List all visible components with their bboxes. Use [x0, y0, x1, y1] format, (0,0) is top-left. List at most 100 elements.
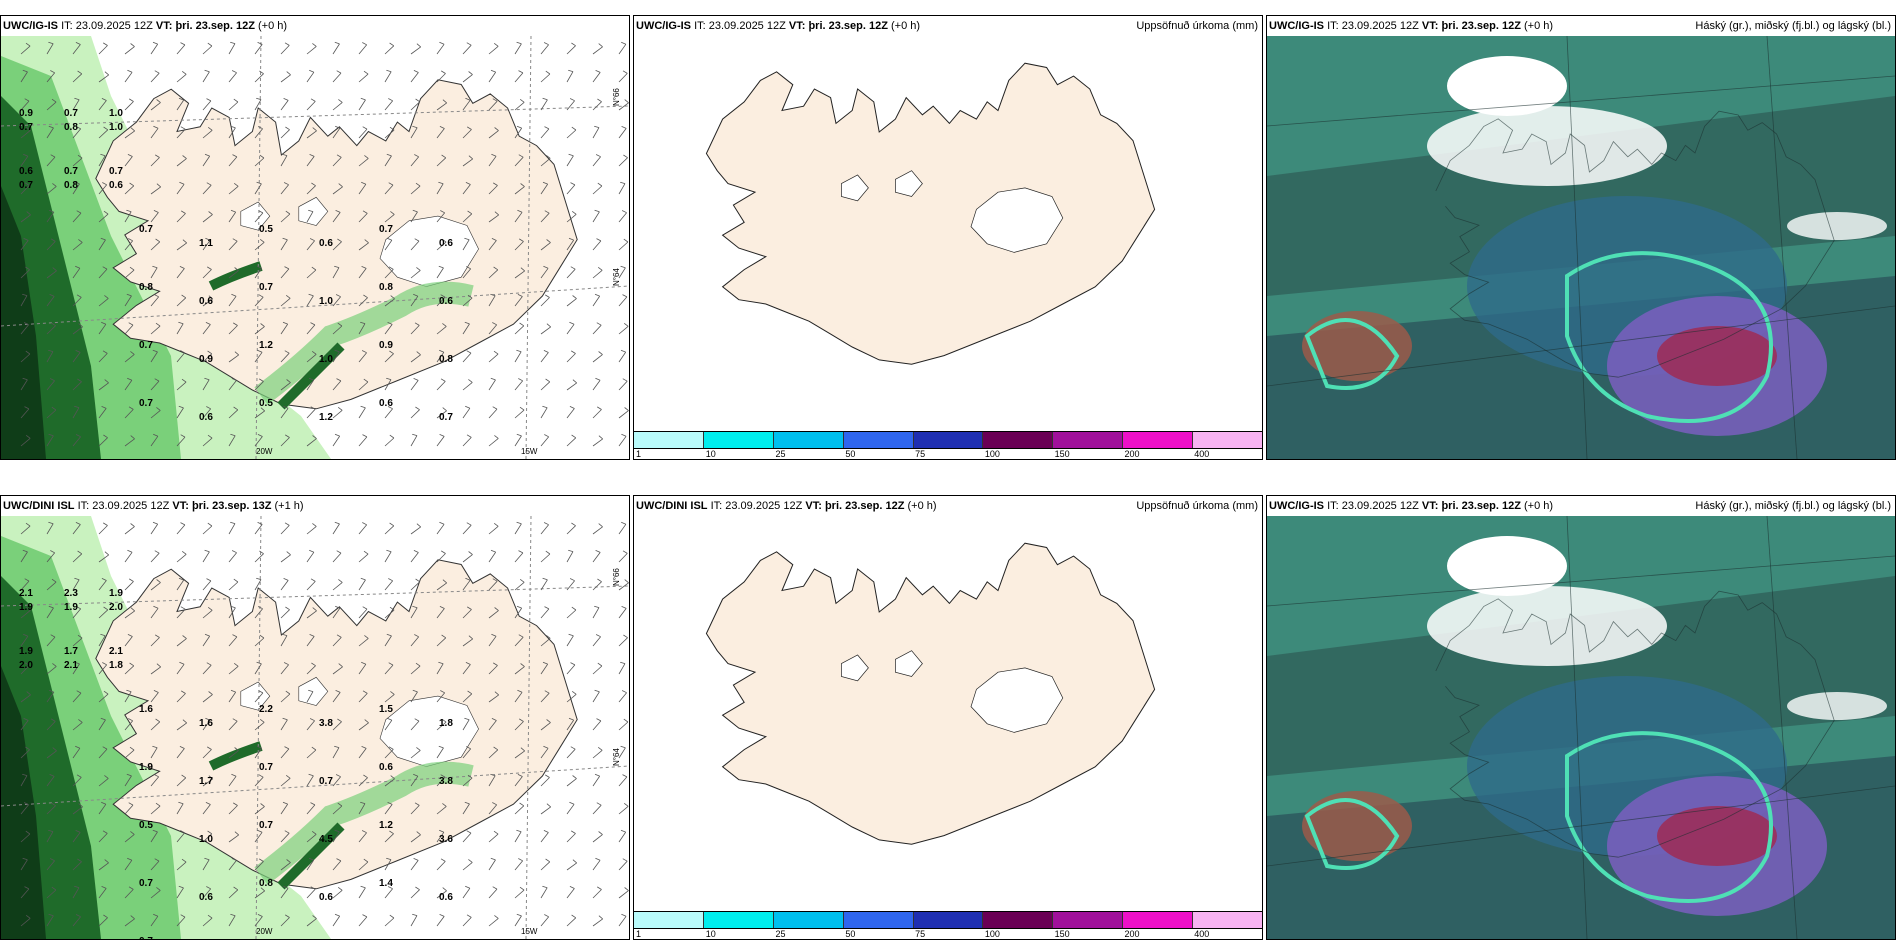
wind-barb [202, 580, 212, 591]
wind-barb-flag [128, 578, 134, 582]
wind-barb-flag [25, 42, 31, 47]
wind-barb-flag [519, 322, 525, 327]
wind-barb-flag [76, 606, 81, 610]
wind-barb-flag [259, 154, 265, 159]
precip-value-label: 1.0 [199, 834, 213, 845]
wind-barb [254, 553, 264, 563]
wind-barb-flag [52, 267, 57, 272]
wind-barb [254, 157, 265, 167]
wind-barb [254, 608, 263, 619]
wind-barb-flag [231, 773, 237, 777]
wind-barb [488, 100, 498, 111]
wind-barb-flag [152, 265, 158, 269]
wind-barb-flag [259, 238, 265, 243]
wind-barb [98, 862, 109, 871]
wind-barb-flag [286, 551, 291, 556]
wind-barb [228, 691, 237, 703]
wind-barb-flag [128, 406, 134, 410]
wind-barb [202, 155, 211, 167]
wind-barb-flag [234, 831, 239, 836]
colorbar-tick-label: 1 [636, 929, 642, 939]
wind-barb-flag [208, 775, 213, 780]
wind-barb [202, 129, 213, 139]
wind-barb-flag [467, 774, 473, 779]
wind-barb-flag [490, 377, 496, 381]
wind-barb [280, 184, 289, 195]
wind-barb [436, 128, 445, 139]
wind-barb-flag [49, 689, 55, 693]
wind-barb [72, 352, 81, 363]
wind-barb [436, 212, 446, 223]
wind-barb-flag [308, 689, 314, 692]
wind-barb [566, 888, 575, 899]
wind-barb [20, 635, 29, 647]
wind-barb [20, 100, 30, 111]
wind-barb [124, 859, 133, 871]
wind-barb [254, 890, 265, 899]
wind-barb-flag [491, 238, 497, 241]
bright-cloud-area [1787, 692, 1887, 720]
wind-barb [384, 917, 395, 927]
wind-barb [462, 580, 471, 591]
wind-barb-flag [442, 803, 447, 807]
colorbar-swatch [843, 432, 914, 448]
precip-value-label: 1.1 [199, 238, 213, 249]
wind-barb-flag [518, 634, 524, 638]
latitude-line [1, 585, 629, 607]
wind-barb-flag [520, 183, 525, 187]
cloud-cell [1302, 791, 1412, 861]
wind-barb-flag [76, 210, 82, 214]
wind-barb [384, 719, 393, 731]
wind-barb [358, 748, 367, 759]
wind-barb-flag [180, 210, 186, 214]
wind-barb [98, 184, 108, 195]
precip-value-label: 2.3 [64, 588, 78, 599]
wind-barb [618, 157, 628, 167]
wind-barb-flag [519, 802, 525, 807]
precip-value-label: 2.2 [259, 704, 273, 715]
precip-value-label: 0.6 [319, 892, 333, 903]
cloud-map [1267, 36, 1895, 459]
wind-barb-flag [520, 747, 525, 752]
wind-barb [306, 269, 317, 279]
wind-barb [46, 380, 55, 391]
wind-barb-flag [596, 802, 602, 806]
wind-barb [384, 298, 395, 307]
wind-barb-flag [597, 662, 603, 667]
wind-barb-flag [518, 154, 524, 158]
wind-barb [462, 917, 472, 927]
wind-barb [592, 636, 601, 647]
wind-barb [306, 71, 315, 83]
wind-barb [20, 525, 31, 535]
wind-barb [514, 351, 522, 363]
wind-barb-flag [388, 746, 394, 750]
wind-barb-flag [414, 238, 420, 242]
wind-barb-flag [232, 802, 238, 806]
wind-barb [540, 128, 550, 139]
wind-barb [488, 580, 498, 591]
wind-barb [618, 241, 629, 251]
wind-barb [306, 665, 316, 675]
wind-barb [384, 664, 394, 675]
wind-barb [306, 156, 315, 167]
wind-barb-flag [516, 913, 522, 917]
panel-header: UWC/IG-IS IT: 23.09.2025 12Z VT: þri. 23… [1267, 16, 1895, 36]
wind-barb-flag [205, 802, 211, 805]
precip-value-label: 0.7 [379, 224, 393, 235]
wind-barb [540, 579, 548, 591]
precip-value-label: 4.5 [319, 834, 333, 845]
wind-barb [462, 437, 472, 447]
wind-barb-flag [129, 266, 135, 271]
precip-value-label: 1.7 [199, 776, 213, 787]
wind-barb [202, 551, 210, 563]
wind-barb-flag [467, 294, 473, 299]
wind-barb-flag [182, 239, 187, 244]
wind-barb-flag [465, 662, 471, 665]
wind-barb [124, 775, 132, 787]
precip-value-label: 1.0 [319, 354, 333, 365]
wind-barb [228, 101, 239, 111]
wind-barb-flag [571, 126, 577, 131]
wind-barb-flag [260, 323, 265, 327]
wind-barb-flag [414, 718, 420, 722]
wind-barb [254, 861, 264, 871]
